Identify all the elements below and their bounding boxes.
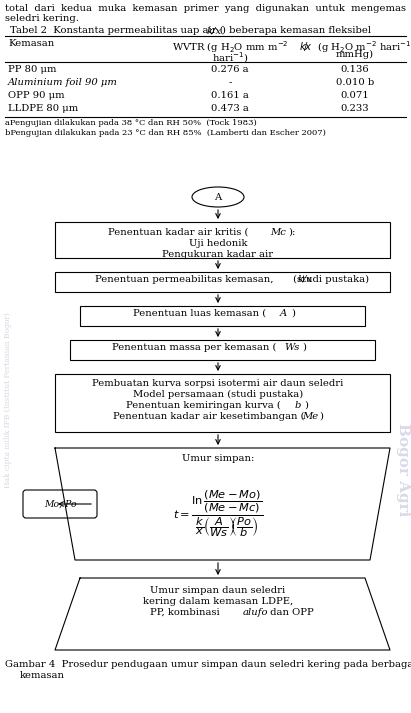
Text: Penentuan kemiringan kurva (: Penentuan kemiringan kurva (	[126, 401, 280, 410]
Text: 0.233: 0.233	[341, 104, 369, 113]
Ellipse shape	[192, 187, 244, 207]
Text: Penentuan kadar air kesetimbangan (: Penentuan kadar air kesetimbangan (	[113, 412, 305, 421]
Text: $k\!/\!x$  (g H$_2$O m$^{-2}$ hari$^{-1}$: $k\!/\!x$ (g H$_2$O m$^{-2}$ hari$^{-1}$	[299, 39, 411, 55]
Text: Uji hedonik: Uji hedonik	[189, 239, 247, 248]
Text: Aluminium foil 90 μm: Aluminium foil 90 μm	[8, 78, 118, 87]
Text: dan OPP: dan OPP	[267, 608, 313, 617]
Text: hari$^{-1}$): hari$^{-1}$)	[212, 50, 248, 65]
Text: kemasan: kemasan	[20, 671, 65, 680]
Text: 0.010 b: 0.010 b	[336, 78, 374, 87]
Text: kering dalam kemasan LDPE,: kering dalam kemasan LDPE,	[143, 597, 293, 606]
Text: ): )	[304, 401, 308, 410]
Text: k/x: k/x	[207, 26, 222, 35]
Text: Penentuan luas kemasan (: Penentuan luas kemasan (	[134, 309, 267, 318]
Text: b: b	[295, 401, 301, 410]
Bar	[55, 374, 390, 432]
Text: ) beberapa kemasan fleksibel: ) beberapa kemasan fleksibel	[222, 26, 371, 35]
Text: Mc: Mc	[270, 228, 286, 237]
Text: Penentuan massa per kemasan (: Penentuan massa per kemasan (	[112, 343, 276, 352]
Text: A: A	[215, 193, 222, 202]
Text: total  dari  kedua  muka  kemasan  primer  yang  digunakan  untuk  mengemas  dau: total dari kedua muka kemasan primer yan…	[5, 4, 411, 13]
Text: WVTR (g H$_2$O mm m$^{-2}$: WVTR (g H$_2$O mm m$^{-2}$	[172, 39, 288, 55]
Text: Penentuan permeabilitas kemasan,: Penentuan permeabilitas kemasan,	[95, 275, 277, 284]
Bar	[55, 222, 390, 258]
Text: alufo: alufo	[242, 608, 268, 617]
Text: Tabel 2  Konstanta permeabilitas uap air (: Tabel 2 Konstanta permeabilitas uap air …	[10, 26, 224, 35]
Text: Kemasan: Kemasan	[8, 39, 54, 48]
Text: Mo, Po: Mo, Po	[44, 500, 76, 508]
Text: 0.136: 0.136	[341, 65, 369, 74]
Text: LLDPE 80 μm: LLDPE 80 μm	[8, 104, 78, 113]
Text: ): )	[302, 343, 306, 352]
Text: PP, kombinasi: PP, kombinasi	[150, 608, 222, 617]
Text: seledri kering.: seledri kering.	[5, 14, 79, 23]
FancyBboxPatch shape	[23, 490, 97, 518]
Text: 0.071: 0.071	[341, 91, 369, 100]
Text: bPengujian dilakukan pada 23 °C dan RH 85%  (Lamberti dan Escher 2007): bPengujian dilakukan pada 23 °C dan RH 8…	[5, 129, 326, 137]
Text: Bogor Agri: Bogor Agri	[396, 424, 410, 517]
Text: Umur simpan:: Umur simpan:	[182, 454, 254, 463]
Bar	[70, 340, 375, 360]
Text: Ws: Ws	[284, 343, 300, 352]
Text: ): )	[291, 309, 295, 318]
Text: Me: Me	[302, 412, 318, 421]
Text: Hak cipta milik IPB (Institut Pertanian Bogor): Hak cipta milik IPB (Institut Pertanian …	[4, 312, 12, 488]
Text: mmHg): mmHg)	[336, 50, 374, 59]
Text: 0.161 a: 0.161 a	[211, 91, 249, 100]
Text: k/x: k/x	[298, 275, 312, 284]
Text: Pengukuran kadar air: Pengukuran kadar air	[162, 250, 274, 259]
Text: Gambar 4  Prosedur pendugaan umur simpan daun seledri kering pada berbagai: Gambar 4 Prosedur pendugaan umur simpan …	[5, 660, 411, 669]
Text: Pembuatan kurva sorpsi isotermi air daun seledri: Pembuatan kurva sorpsi isotermi air daun…	[92, 379, 344, 388]
Text: A: A	[279, 309, 286, 318]
Text: 0.473 a: 0.473 a	[211, 104, 249, 113]
Text: ): )	[319, 412, 323, 421]
Text: (studi pustaka): (studi pustaka)	[291, 275, 369, 284]
Text: Model persamaan (studi pustaka): Model persamaan (studi pustaka)	[133, 390, 303, 399]
Text: aPengujian dilakukan pada 38 °C dan RH 50%  (Tock 1983): aPengujian dilakukan pada 38 °C dan RH 5…	[5, 119, 257, 127]
Text: -: -	[229, 78, 232, 87]
Bar	[55, 272, 390, 292]
Text: OPP 90 μm: OPP 90 μm	[8, 91, 65, 100]
Text: ):: ):	[288, 228, 296, 237]
Text: PP 80 μm: PP 80 μm	[8, 65, 56, 74]
Text: 0.276 a: 0.276 a	[211, 65, 249, 74]
Text: Umur simpan daun seledri: Umur simpan daun seledri	[150, 586, 286, 595]
Text: Penentuan kadar air kritis (: Penentuan kadar air kritis (	[108, 228, 248, 237]
Bar	[80, 306, 365, 326]
Text: $t = \dfrac{\ln\dfrac{(Me-Mo)}{(Me-Mc)}}{\dfrac{k}{x}\left(\dfrac{A}{Ws}\right)\: $t = \dfrac{\ln\dfrac{(Me-Mo)}{(Me-Mc)}}…	[173, 488, 263, 539]
